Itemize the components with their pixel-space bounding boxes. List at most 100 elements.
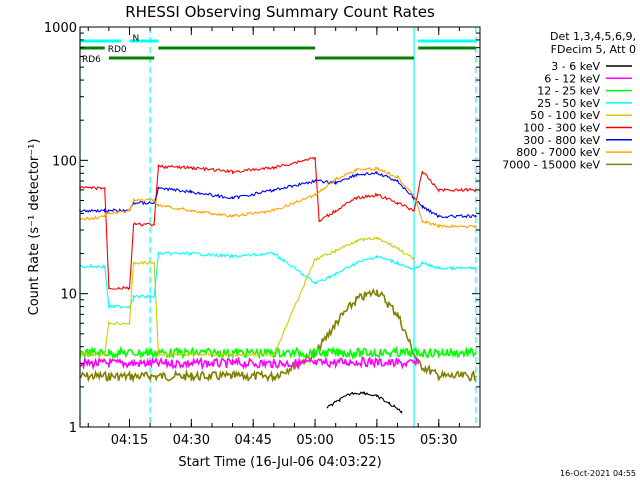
data-point <box>437 375 440 378</box>
data-point <box>314 156 316 159</box>
legend: Det 1,3,4,5,6,9, FDecim 5, Att 0 3 - 6 k… <box>502 30 636 171</box>
series-12-25-kev <box>79 345 477 361</box>
data-point <box>475 215 477 218</box>
flag-label-rd6: RD6 <box>82 55 101 65</box>
x-tick-label: 04:15 <box>111 433 148 448</box>
data-point <box>157 187 160 189</box>
data-point <box>273 166 275 169</box>
data-point <box>190 209 193 212</box>
data-point <box>190 252 193 255</box>
data-point <box>128 287 131 289</box>
data-point <box>437 215 440 218</box>
series-100-300-kev <box>79 156 477 291</box>
series-3-6-kev <box>326 391 403 414</box>
data-point <box>421 220 424 222</box>
data-point <box>396 202 399 204</box>
data-point <box>355 262 358 264</box>
data-point <box>108 322 110 325</box>
data-point <box>355 197 358 199</box>
data-point <box>396 262 399 264</box>
data-point <box>231 255 234 258</box>
x-tick-label: 05:15 <box>358 433 395 448</box>
legend-label: 3 - 6 keV <box>551 60 600 73</box>
data-point <box>153 202 156 204</box>
data-point <box>363 392 366 394</box>
data-point <box>376 395 378 398</box>
data-point <box>108 212 110 215</box>
data-point <box>334 249 337 252</box>
flags-layer: N RD0 RD6 <box>80 34 476 65</box>
data-point <box>103 215 106 218</box>
data-point <box>103 209 106 212</box>
y-tick-label: 1 <box>69 421 77 436</box>
data-point <box>273 252 275 255</box>
data-point <box>421 205 424 208</box>
data-point <box>417 362 419 365</box>
data-point <box>128 362 131 365</box>
y-tick-label: 1000 <box>44 21 77 36</box>
data-point <box>334 209 337 212</box>
data-point <box>376 237 378 240</box>
data-point <box>396 352 399 354</box>
data-point <box>103 265 106 268</box>
data-point <box>314 258 316 261</box>
data-point <box>396 247 399 249</box>
data-point <box>421 171 424 173</box>
data-point <box>355 298 358 301</box>
data-point <box>153 199 156 202</box>
plot-frame <box>79 26 481 428</box>
data-point <box>437 267 440 270</box>
data-point <box>132 199 135 202</box>
legend-label: 6 - 12 keV <box>544 72 600 85</box>
data-point <box>153 295 156 298</box>
data-point <box>273 362 275 365</box>
data-point <box>314 362 316 365</box>
data-point <box>326 406 329 409</box>
chart-title: RHESSI Observing Summary Count Rates <box>125 3 435 21</box>
legend-label: 25 - 50 keV <box>537 97 600 110</box>
data-point <box>157 165 160 168</box>
x-tick-label: 05:30 <box>420 433 457 448</box>
data-point <box>376 167 378 170</box>
data-point <box>314 180 316 182</box>
data-point <box>153 223 156 226</box>
legend-label: 7000 - 15000 keV <box>502 158 600 171</box>
data-point <box>355 173 358 176</box>
data-point <box>132 295 135 298</box>
data-point <box>128 209 131 212</box>
data-point <box>334 181 337 184</box>
data-point <box>149 375 151 378</box>
data-point <box>231 362 234 365</box>
data-point <box>475 225 477 228</box>
data-point <box>108 287 110 289</box>
data-point <box>103 187 106 189</box>
data-point <box>475 375 477 378</box>
data-point <box>388 402 391 405</box>
x-tick-label: 05:00 <box>296 433 333 448</box>
data-point <box>231 375 234 378</box>
series-25-50-kev <box>79 251 477 310</box>
data-point <box>149 352 151 354</box>
data-point <box>475 267 477 270</box>
data-point <box>231 353 234 356</box>
series-trace <box>79 157 477 291</box>
data-point <box>132 262 135 264</box>
legend-label: 12 - 25 keV <box>537 85 600 98</box>
data-point <box>273 375 275 378</box>
data-point <box>437 225 440 228</box>
data-point <box>400 411 403 413</box>
data-point <box>273 353 275 356</box>
series-trace <box>326 391 403 414</box>
series-trace <box>79 345 477 361</box>
data-point <box>231 197 234 199</box>
data-point <box>396 313 399 316</box>
data-point <box>231 171 234 173</box>
data-point <box>334 273 337 275</box>
series-trace <box>80 171 477 219</box>
data-point <box>157 204 160 207</box>
data-point <box>314 194 316 196</box>
series-trace <box>79 287 477 383</box>
data-point <box>396 176 399 178</box>
